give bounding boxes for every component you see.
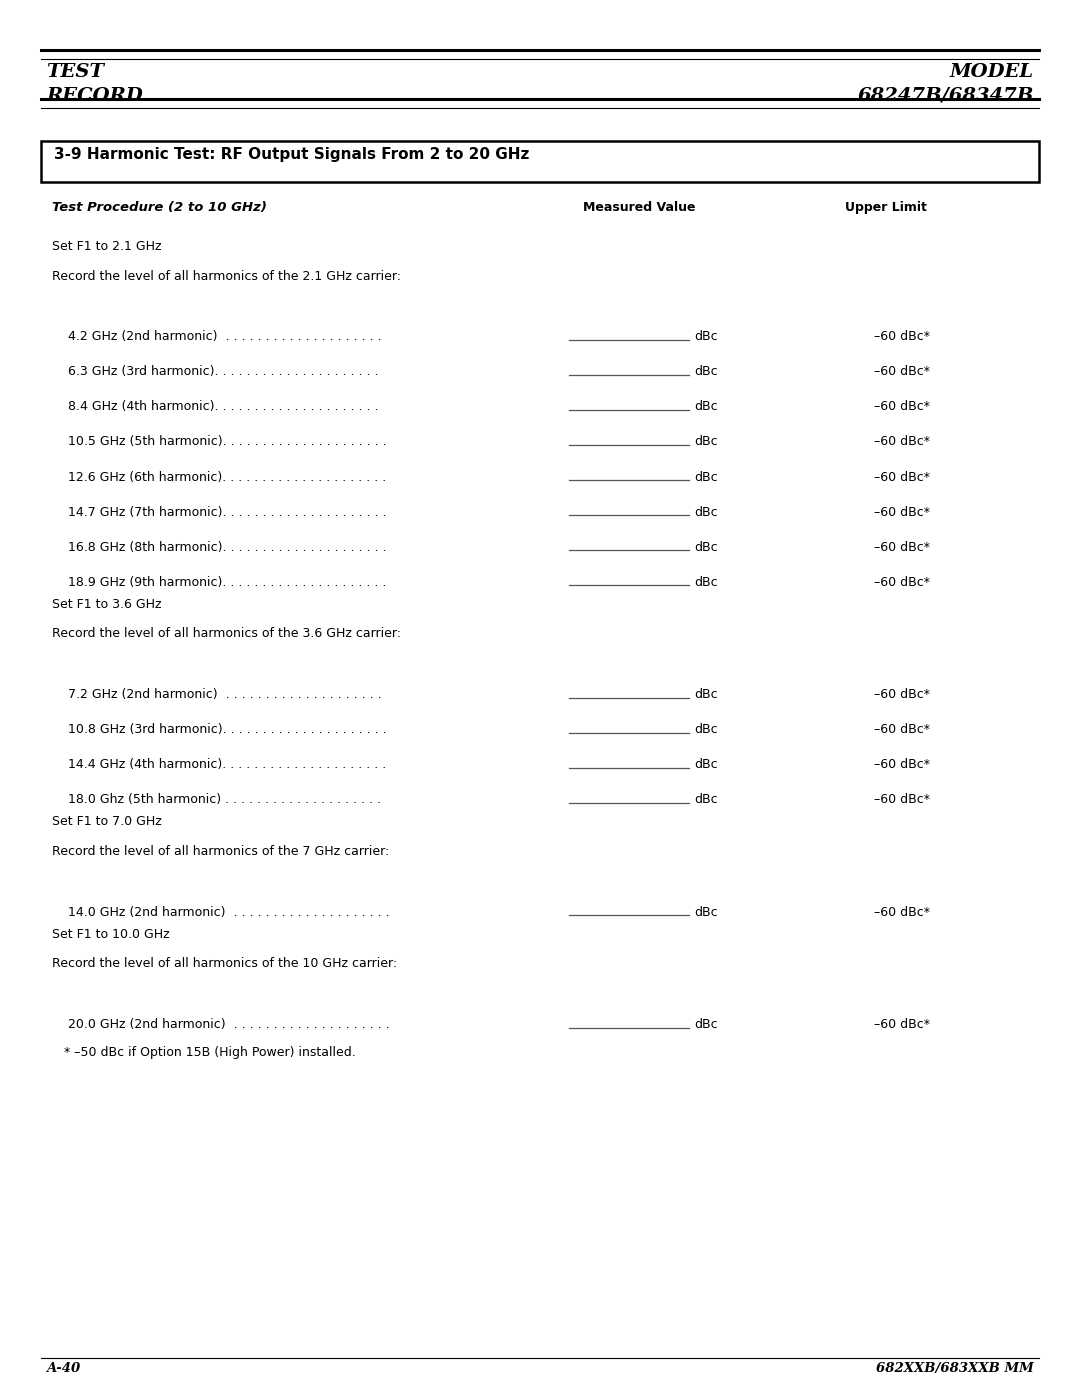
Text: dBc: dBc bbox=[694, 793, 718, 806]
Text: Record the level of all harmonics of the 3.6 GHz carrier:: Record the level of all harmonics of the… bbox=[52, 627, 401, 640]
Text: –60 dBc*: –60 dBc* bbox=[874, 401, 930, 414]
Text: –60 dBc*: –60 dBc* bbox=[874, 905, 930, 919]
Text: Record the level of all harmonics of the 7 GHz carrier:: Record the level of all harmonics of the… bbox=[52, 845, 389, 858]
Text: 8.4 GHz (4th harmonic). . . . . . . . . . . . . . . . . . . . .: 8.4 GHz (4th harmonic). . . . . . . . . … bbox=[52, 401, 378, 414]
Text: –60 dBc*: –60 dBc* bbox=[874, 436, 930, 448]
Text: dBc: dBc bbox=[694, 401, 718, 414]
Text: * –50 dBc if Option 15B (High Power) installed.: * –50 dBc if Option 15B (High Power) ins… bbox=[52, 1046, 355, 1059]
Bar bbox=[41, 141, 1039, 182]
Text: –60 dBc*: –60 dBc* bbox=[874, 506, 930, 518]
Text: dBc: dBc bbox=[694, 759, 718, 771]
Text: 18.0 Ghz (5th harmonic) . . . . . . . . . . . . . . . . . . . .: 18.0 Ghz (5th harmonic) . . . . . . . . … bbox=[52, 793, 381, 806]
Text: –60 dBc*: –60 dBc* bbox=[874, 331, 930, 344]
Text: –60 dBc*: –60 dBc* bbox=[874, 366, 930, 379]
Text: dBc: dBc bbox=[694, 724, 718, 736]
Text: Measured Value: Measured Value bbox=[583, 201, 696, 214]
Text: 18.9 GHz (9th harmonic). . . . . . . . . . . . . . . . . . . . .: 18.9 GHz (9th harmonic). . . . . . . . .… bbox=[52, 576, 387, 588]
Text: dBc: dBc bbox=[694, 331, 718, 344]
Text: Test Procedure (2 to 10 GHz): Test Procedure (2 to 10 GHz) bbox=[52, 201, 267, 214]
Text: 16.8 GHz (8th harmonic). . . . . . . . . . . . . . . . . . . . .: 16.8 GHz (8th harmonic). . . . . . . . .… bbox=[52, 541, 387, 553]
Text: –60 dBc*: –60 dBc* bbox=[874, 689, 930, 701]
Text: 68247B/68347B: 68247B/68347B bbox=[858, 87, 1034, 105]
Text: 7.2 GHz (2nd harmonic)  . . . . . . . . . . . . . . . . . . . .: 7.2 GHz (2nd harmonic) . . . . . . . . .… bbox=[52, 689, 381, 701]
Text: 4.2 GHz (2nd harmonic)  . . . . . . . . . . . . . . . . . . . .: 4.2 GHz (2nd harmonic) . . . . . . . . .… bbox=[52, 331, 381, 344]
Text: 682XXB/683XXB MM: 682XXB/683XXB MM bbox=[876, 1362, 1034, 1375]
Text: 10.5 GHz (5th harmonic). . . . . . . . . . . . . . . . . . . . .: 10.5 GHz (5th harmonic). . . . . . . . .… bbox=[52, 436, 387, 448]
Text: Set F1 to 2.1 GHz: Set F1 to 2.1 GHz bbox=[52, 240, 161, 253]
Text: Record the level of all harmonics of the 10 GHz carrier:: Record the level of all harmonics of the… bbox=[52, 957, 397, 971]
Text: dBc: dBc bbox=[694, 436, 718, 448]
Text: 14.7 GHz (7th harmonic). . . . . . . . . . . . . . . . . . . . .: 14.7 GHz (7th harmonic). . . . . . . . .… bbox=[52, 506, 387, 518]
Text: Upper Limit: Upper Limit bbox=[845, 201, 927, 214]
Text: Set F1 to 3.6 GHz: Set F1 to 3.6 GHz bbox=[52, 598, 161, 610]
Text: dBc: dBc bbox=[694, 506, 718, 518]
Text: –60 dBc*: –60 dBc* bbox=[874, 724, 930, 736]
Text: A-40: A-40 bbox=[46, 1362, 81, 1375]
Text: –60 dBc*: –60 dBc* bbox=[874, 1018, 930, 1031]
Text: dBc: dBc bbox=[694, 689, 718, 701]
Text: TEST: TEST bbox=[46, 63, 105, 81]
Text: dBc: dBc bbox=[694, 541, 718, 553]
Text: dBc: dBc bbox=[694, 366, 718, 379]
Text: dBc: dBc bbox=[694, 576, 718, 588]
Text: 14.4 GHz (4th harmonic). . . . . . . . . . . . . . . . . . . . .: 14.4 GHz (4th harmonic). . . . . . . . .… bbox=[52, 759, 386, 771]
Text: –60 dBc*: –60 dBc* bbox=[874, 541, 930, 553]
Text: dBc: dBc bbox=[694, 1018, 718, 1031]
Text: MODEL: MODEL bbox=[949, 63, 1034, 81]
Text: 20.0 GHz (2nd harmonic)  . . . . . . . . . . . . . . . . . . . .: 20.0 GHz (2nd harmonic) . . . . . . . . … bbox=[52, 1018, 390, 1031]
Text: 12.6 GHz (6th harmonic). . . . . . . . . . . . . . . . . . . . .: 12.6 GHz (6th harmonic). . . . . . . . .… bbox=[52, 471, 386, 483]
Text: Set F1 to 10.0 GHz: Set F1 to 10.0 GHz bbox=[52, 928, 170, 942]
Text: Set F1 to 7.0 GHz: Set F1 to 7.0 GHz bbox=[52, 816, 162, 828]
Text: 3-9 Harmonic Test: RF Output Signals From 2 to 20 GHz: 3-9 Harmonic Test: RF Output Signals Fro… bbox=[54, 147, 529, 162]
Text: 10.8 GHz (3rd harmonic). . . . . . . . . . . . . . . . . . . . .: 10.8 GHz (3rd harmonic). . . . . . . . .… bbox=[52, 724, 387, 736]
Text: –60 dBc*: –60 dBc* bbox=[874, 759, 930, 771]
Text: Record the level of all harmonics of the 2.1 GHz carrier:: Record the level of all harmonics of the… bbox=[52, 270, 401, 282]
Text: –60 dBc*: –60 dBc* bbox=[874, 793, 930, 806]
Text: 6.3 GHz (3rd harmonic). . . . . . . . . . . . . . . . . . . . .: 6.3 GHz (3rd harmonic). . . . . . . . . … bbox=[52, 366, 378, 379]
Text: RECORD: RECORD bbox=[46, 87, 144, 105]
Text: dBc: dBc bbox=[694, 905, 718, 919]
Text: –60 dBc*: –60 dBc* bbox=[874, 576, 930, 588]
Text: –60 dBc*: –60 dBc* bbox=[874, 471, 930, 483]
Text: dBc: dBc bbox=[694, 471, 718, 483]
Text: 14.0 GHz (2nd harmonic)  . . . . . . . . . . . . . . . . . . . .: 14.0 GHz (2nd harmonic) . . . . . . . . … bbox=[52, 905, 390, 919]
